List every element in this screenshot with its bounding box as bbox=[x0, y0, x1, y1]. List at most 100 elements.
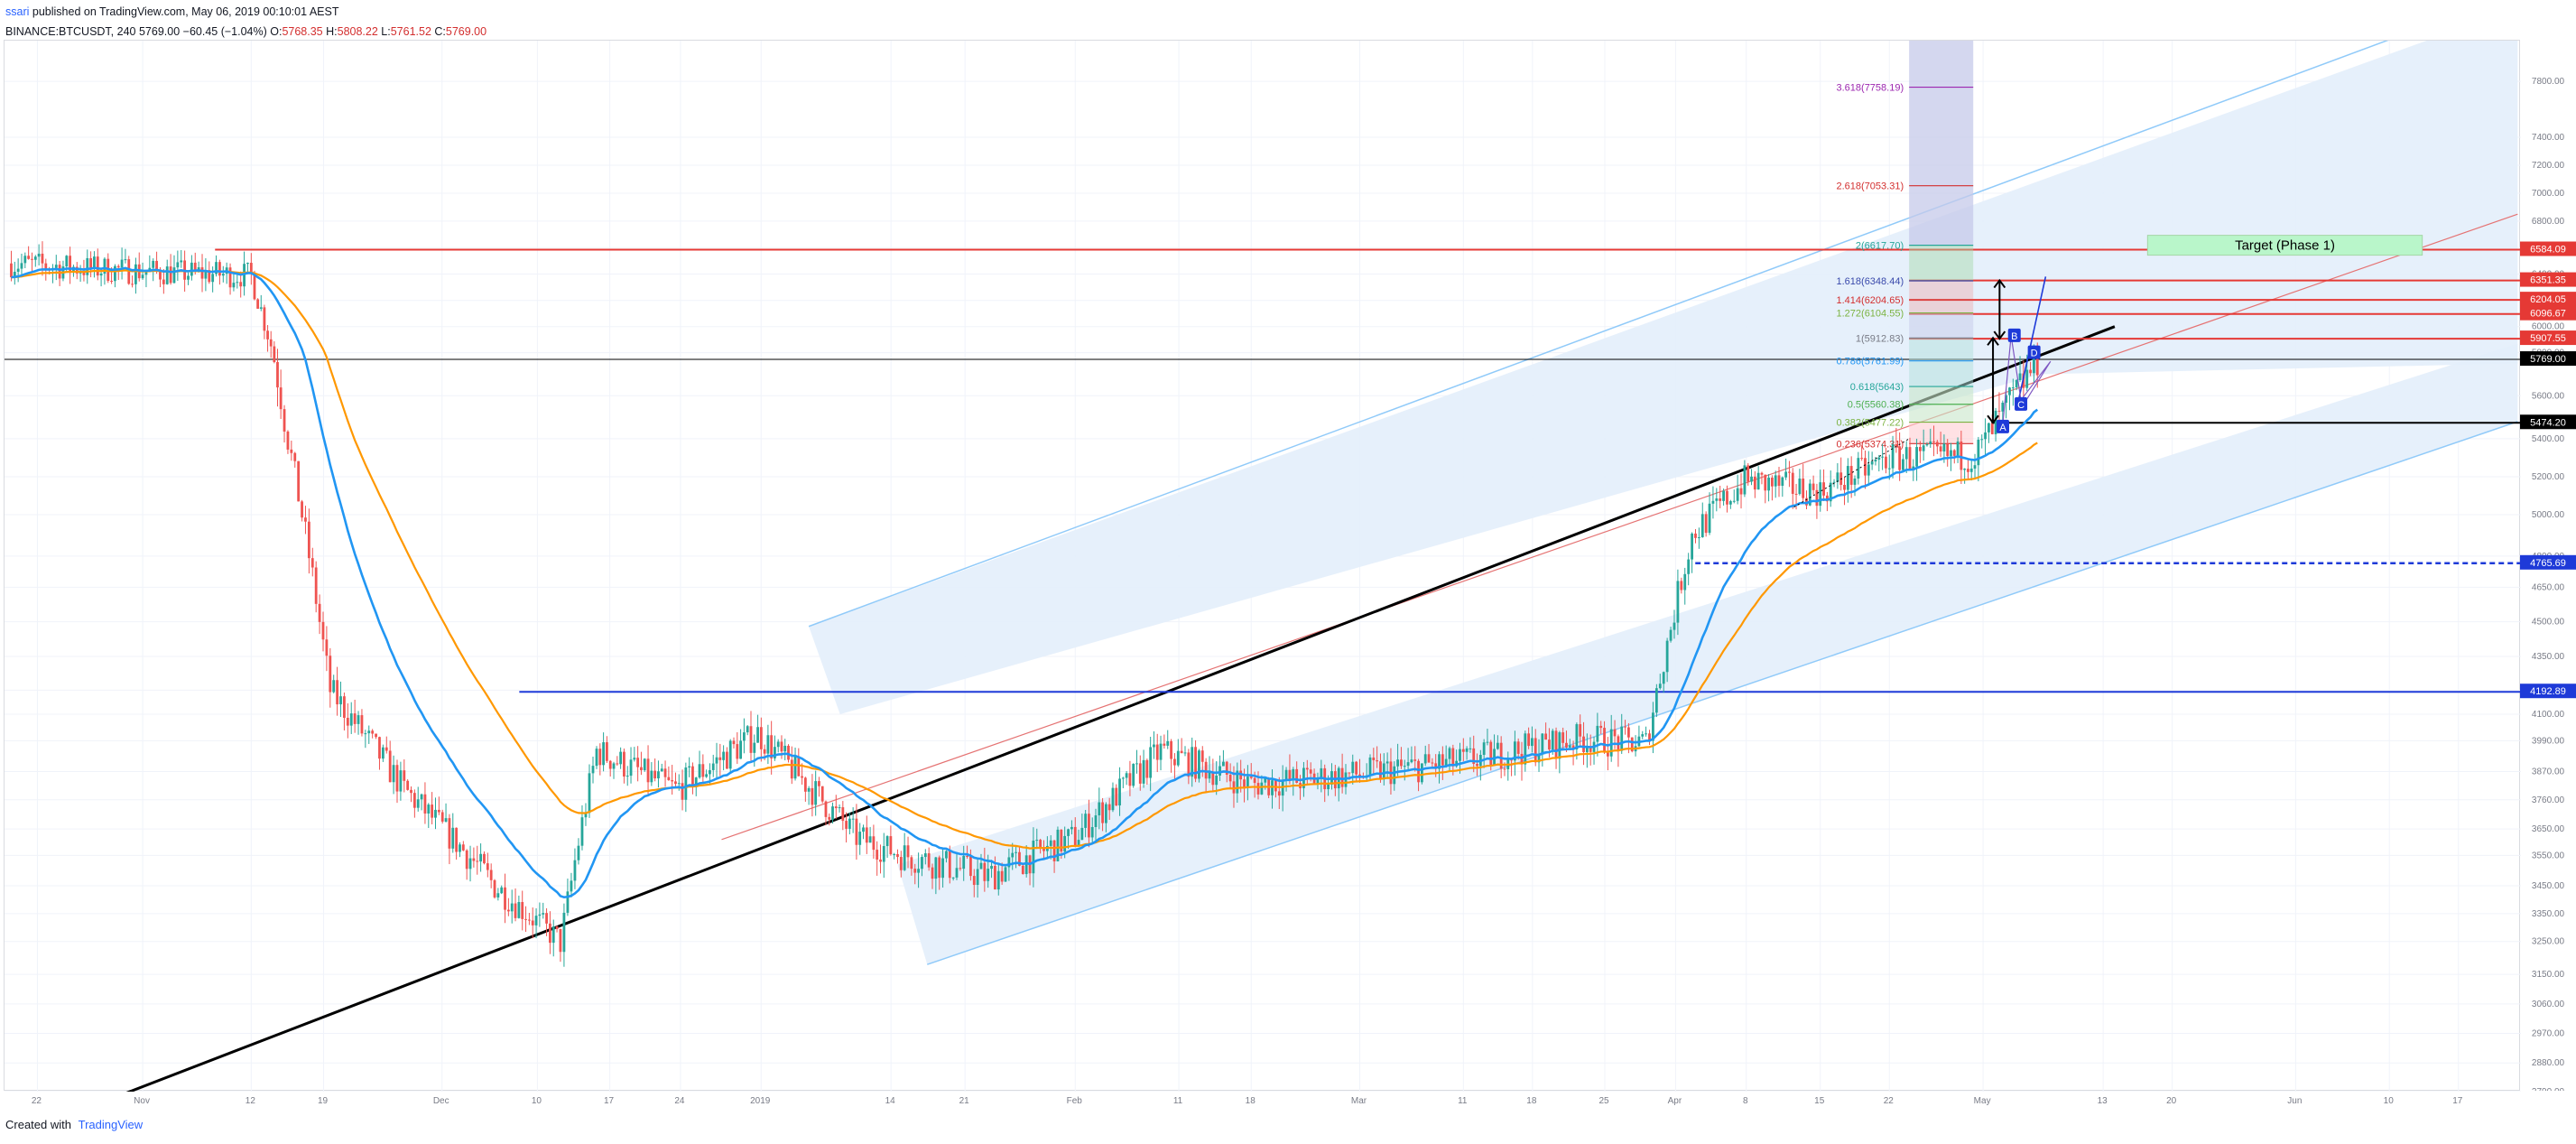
time-tick: 8 bbox=[1743, 1096, 1748, 1106]
candle-body bbox=[1728, 501, 1732, 505]
candle-body bbox=[1747, 465, 1750, 482]
candle-body bbox=[573, 860, 577, 881]
candle-body bbox=[657, 771, 660, 779]
candle-body bbox=[318, 603, 321, 622]
time-tick: Dec bbox=[433, 1096, 449, 1106]
candle-body bbox=[27, 256, 31, 259]
candle-body bbox=[395, 765, 399, 792]
candle-body bbox=[1697, 537, 1700, 539]
price-tick: 6800.00 bbox=[2532, 217, 2565, 227]
candle-body bbox=[476, 860, 479, 862]
candle-body bbox=[1756, 472, 1760, 490]
fib-label: 0.236(5374.31) bbox=[1837, 439, 1904, 450]
candle-body bbox=[1090, 826, 1094, 838]
time-tick: 18 bbox=[1526, 1096, 1537, 1106]
candle-body bbox=[770, 735, 774, 758]
candle-body bbox=[459, 844, 461, 852]
candle-body bbox=[1942, 443, 1946, 452]
candle-body bbox=[1620, 726, 1624, 751]
time-axis[interactable]: 22 Nov 12 19 Dec 10 17 24 2019 14 21 Feb 11 18 Mar 11 18… bbox=[4, 1091, 2520, 1109]
candle-body bbox=[215, 262, 218, 274]
candle-body bbox=[534, 916, 538, 925]
candle-body bbox=[1760, 472, 1764, 475]
candle-body bbox=[591, 766, 595, 774]
candle-body bbox=[896, 853, 899, 858]
candle-body bbox=[1596, 725, 1599, 742]
candle-body bbox=[1624, 726, 1626, 728]
candle-body bbox=[667, 777, 671, 781]
candle-body bbox=[551, 926, 555, 944]
candle-body bbox=[44, 263, 48, 270]
candle-body bbox=[144, 271, 148, 275]
candle-body bbox=[1630, 737, 1634, 752]
candle-body bbox=[448, 818, 451, 849]
price-tick: 2970.00 bbox=[2532, 1029, 2565, 1039]
candle-body bbox=[110, 281, 113, 283]
candle-body bbox=[1320, 767, 1323, 778]
candle-body bbox=[1929, 441, 1932, 445]
candle-body bbox=[103, 258, 107, 274]
candle-body bbox=[739, 740, 742, 759]
fib-label: 0.382(5477.22) bbox=[1837, 418, 1904, 429]
candle-body bbox=[899, 857, 903, 870]
candle-body bbox=[1853, 478, 1857, 485]
candle-body bbox=[910, 857, 913, 870]
candle-body bbox=[169, 266, 172, 284]
candle-body bbox=[190, 262, 193, 276]
candle-body bbox=[1732, 500, 1736, 502]
candle-body bbox=[1739, 488, 1743, 495]
candle-body bbox=[364, 733, 367, 735]
author-link[interactable]: ssari bbox=[5, 5, 30, 18]
candle-body bbox=[134, 264, 137, 284]
candle-body bbox=[868, 836, 872, 843]
fib-label: 1.272(6104.55) bbox=[1837, 309, 1904, 320]
candle-body bbox=[388, 750, 392, 783]
candle-body bbox=[780, 741, 783, 752]
candle-body bbox=[1777, 475, 1781, 487]
price-tick: 3870.00 bbox=[2532, 767, 2565, 777]
candle-body bbox=[1700, 514, 1704, 538]
price-tick: 3060.00 bbox=[2532, 1000, 2565, 1009]
candle-body bbox=[1049, 840, 1052, 846]
candle-body bbox=[1794, 493, 1798, 495]
chart-pane[interactable]: 4.236(8193.80)3.618(7758.19)2.618(7053.3… bbox=[4, 6, 2521, 1112]
candle-body bbox=[10, 263, 13, 278]
candle-body bbox=[606, 742, 608, 761]
price-tick: 3650.00 bbox=[2532, 824, 2565, 834]
price-axis[interactable]: 8200.007800.007400.007200.007000.006800.… bbox=[2520, 40, 2576, 1091]
candle-body bbox=[793, 756, 797, 779]
candle-body bbox=[834, 806, 838, 809]
candle-body bbox=[987, 869, 990, 881]
candle-body bbox=[1358, 774, 1361, 777]
candle-body bbox=[493, 879, 496, 898]
price-tag: 5474.20 bbox=[2530, 417, 2566, 428]
candle-body bbox=[1228, 774, 1232, 782]
candle-body bbox=[801, 776, 803, 778]
tradingview-logo[interactable]: TradingView bbox=[78, 1118, 144, 1131]
candle-body bbox=[1472, 748, 1476, 765]
candle-body bbox=[1973, 465, 1977, 469]
measure-arrows bbox=[1987, 278, 2006, 424]
candle-body bbox=[1641, 734, 1645, 737]
candle-body bbox=[879, 859, 882, 862]
candle-body bbox=[1438, 754, 1441, 769]
candle-body bbox=[1683, 573, 1687, 591]
candle-body bbox=[1579, 724, 1582, 737]
chart-canvas[interactable]: 4.236(8193.80)3.618(7758.19)2.618(7053.3… bbox=[5, 6, 2521, 1112]
candle-body bbox=[353, 713, 357, 724]
black-trendline bbox=[79, 325, 2116, 1112]
candle-body bbox=[577, 845, 580, 860]
candle-body bbox=[1527, 733, 1531, 747]
candle-body bbox=[1881, 456, 1885, 458]
candle-body bbox=[955, 868, 959, 878]
candle-body bbox=[1984, 432, 1987, 440]
candle-body bbox=[1004, 867, 1007, 882]
candle-body bbox=[208, 270, 211, 283]
candle-body bbox=[790, 759, 793, 779]
candle-body bbox=[1537, 754, 1541, 763]
candle-body bbox=[1260, 782, 1264, 795]
candle-body bbox=[1211, 771, 1215, 786]
candle-body bbox=[1482, 742, 1486, 755]
price-tag-bg bbox=[2520, 330, 2576, 346]
candle-body bbox=[1170, 740, 1172, 759]
